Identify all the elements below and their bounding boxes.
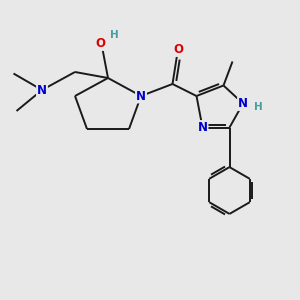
Text: N: N [37, 83, 47, 97]
Text: H: H [254, 101, 263, 112]
Text: O: O [173, 43, 184, 56]
Text: N: N [197, 121, 208, 134]
Text: N: N [238, 97, 248, 110]
Text: O: O [95, 37, 106, 50]
Text: N: N [136, 89, 146, 103]
Text: H: H [110, 30, 119, 40]
